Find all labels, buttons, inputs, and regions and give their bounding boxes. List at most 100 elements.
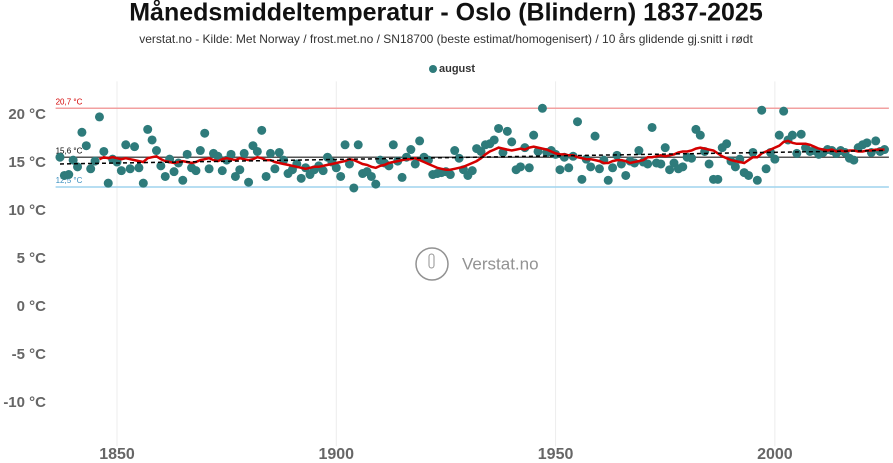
y-tick-label: 20 °C (8, 106, 46, 123)
data-point (200, 128, 210, 138)
data-point (722, 139, 732, 149)
data-point (217, 166, 227, 176)
data-point (796, 129, 806, 139)
data-point (494, 123, 504, 133)
data-point (880, 145, 890, 155)
data-point (621, 170, 631, 180)
data-point (678, 162, 688, 172)
data-point (515, 162, 525, 172)
data-point (116, 166, 126, 176)
data-point (467, 166, 477, 176)
data-point (130, 142, 140, 152)
watermark-icon (428, 253, 435, 269)
data-point (476, 146, 486, 156)
data-point (752, 175, 762, 185)
data-point (371, 179, 381, 189)
y-tick-label: 15 °C (8, 154, 46, 171)
legend-label[interactable]: august (439, 63, 475, 75)
data-point (213, 151, 223, 161)
data-point (590, 131, 600, 141)
data-point (182, 149, 192, 159)
data-point (634, 146, 644, 156)
data-point (204, 164, 214, 174)
data-point (603, 175, 613, 185)
data-point (779, 106, 789, 116)
data-point (331, 163, 341, 173)
data-point (502, 126, 512, 136)
data-point (450, 146, 460, 156)
data-point (397, 172, 407, 182)
data-point (318, 166, 328, 176)
data-point (81, 141, 91, 151)
data-point (730, 162, 740, 172)
data-point (90, 156, 100, 166)
data-point (252, 146, 262, 156)
data-point (586, 162, 596, 172)
y-tick-label: 5 °C (17, 250, 47, 267)
chart-subtitle: verstat.no - Kilde: Met Norway / frost.m… (139, 32, 753, 46)
reference-label: 15,6 °C (56, 146, 83, 155)
data-point (787, 130, 797, 140)
data-point (156, 161, 166, 171)
data-point (125, 164, 135, 174)
data-point (406, 145, 416, 155)
trend-line (59, 149, 885, 165)
x-tick-label: 1950 (538, 446, 574, 463)
data-point (761, 164, 771, 174)
y-tick-label: -5 °C (12, 346, 47, 363)
x-tick-label: 2000 (757, 446, 793, 463)
data-point (415, 136, 425, 146)
data-point (349, 183, 359, 193)
data-point (774, 130, 784, 140)
legend-marker[interactable] (429, 65, 437, 73)
data-point (862, 138, 872, 148)
moving-average-line (98, 139, 885, 171)
data-point (744, 170, 754, 180)
x-tick-label: 1850 (99, 446, 135, 463)
reference-label: 12,5 °C (56, 176, 83, 185)
y-tick-label: 10 °C (8, 202, 46, 219)
data-point (577, 174, 587, 184)
data-point (191, 166, 201, 176)
data-point (151, 146, 161, 156)
data-point (226, 149, 236, 159)
data-point (871, 136, 881, 146)
y-tick-label: -10 °C (3, 394, 46, 411)
data-point (594, 164, 604, 174)
data-point (94, 112, 104, 122)
y-tick-label: 0 °C (17, 298, 47, 315)
chart-title: Månedsmiddeltemperatur - Oslo (Blindern)… (129, 0, 763, 27)
legend[interactable]: august (429, 63, 475, 75)
data-point (695, 130, 705, 140)
data-point (195, 146, 205, 156)
data-point (665, 165, 675, 175)
data-point (86, 164, 96, 174)
data-point (270, 164, 280, 174)
data-point (353, 140, 363, 150)
data-point (647, 122, 657, 132)
data-point (757, 105, 767, 115)
x-tick-label: 1900 (318, 446, 354, 463)
data-point (160, 171, 170, 181)
data-point (261, 171, 271, 181)
data-point (660, 143, 670, 153)
reference-label: 20,7 °C (56, 97, 83, 106)
data-point (410, 159, 420, 169)
data-point (687, 153, 697, 163)
data-point (134, 163, 144, 173)
data-point (704, 159, 714, 169)
data-point (612, 150, 622, 160)
data-point (564, 163, 574, 173)
data-point (489, 135, 499, 145)
data-point (573, 117, 583, 127)
data-point (121, 140, 131, 150)
data-point (235, 165, 245, 175)
data-point (244, 177, 254, 187)
data-point (143, 124, 153, 134)
data-point (507, 137, 517, 147)
data-point (537, 103, 547, 113)
data-point (257, 125, 267, 135)
watermark-icon (415, 247, 449, 281)
data-point (366, 171, 376, 181)
